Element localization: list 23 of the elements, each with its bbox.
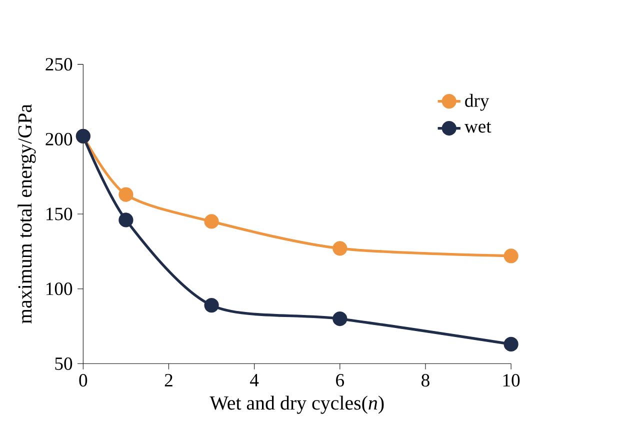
legend-label: wet [464,122,492,133]
y-tick-label: 50 [55,357,72,370]
point [204,298,219,313]
point [118,212,134,228]
y-axis-title: maximum total energy/GPa [18,104,36,324]
point [118,187,134,202]
point [332,241,348,256]
y-tick-label: 100 [46,282,72,296]
point [332,311,348,326]
y-tick-label: 150 [46,208,72,220]
point [504,336,518,352]
x-tick-label: 6 [336,374,344,387]
y-tick-label: 250 [46,58,72,71]
x-tick-label: 0 [79,374,88,387]
x-tick-label: 10 [503,374,520,387]
x-tick-label: 4 [250,374,259,386]
x-axis-title: Wet and dry cycles(n) [210,396,384,414]
legend-label: dry [465,94,490,111]
point [204,214,219,229]
x-tick-label: 2 [164,374,172,386]
y-tick-label: 200 [46,132,72,146]
x-tick-label: 8 [422,374,430,387]
point [504,248,518,264]
